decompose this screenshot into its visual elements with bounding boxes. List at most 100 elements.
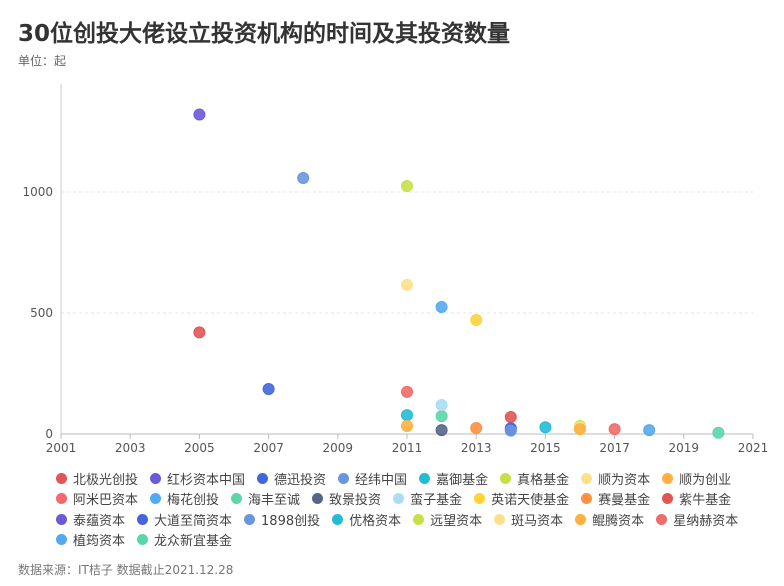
legend-item[interactable]: 优格资本 (332, 509, 401, 530)
legend-item[interactable]: 德迅投资 (257, 468, 326, 489)
legend-item[interactable]: 经纬中国 (338, 468, 407, 489)
x-tick-label: 2017 (599, 441, 630, 455)
legend-dot-icon (244, 513, 256, 525)
legend-item[interactable]: 斑马资本 (494, 509, 563, 530)
x-tick-label: 2013 (461, 441, 492, 455)
legend-item[interactable]: 海丰至诚 (231, 489, 300, 510)
data-point (401, 409, 413, 422)
chart-title: 30位创投大佬设立投资机构的时间及其投资数量 (18, 21, 511, 47)
legend-dot-icon (56, 472, 67, 484)
data-point (504, 424, 517, 437)
legend-item[interactable]: 1898创投 (244, 509, 320, 530)
data-point (193, 108, 206, 121)
legend-item[interactable]: 致景投资 (312, 489, 381, 510)
legend-item[interactable]: 顺为资本 (581, 468, 650, 489)
legend-label: 赛曼基金 (598, 493, 651, 509)
legend-label: 远望资本 (430, 513, 483, 529)
legend-label: 英诺天使基金 (491, 493, 570, 509)
legend-item[interactable]: 大道至简资本 (137, 509, 232, 530)
x-tick-label: 2015 (530, 441, 561, 455)
data-point (297, 171, 310, 184)
legend-item[interactable]: 梅花创投 (150, 489, 219, 510)
data-point (435, 300, 448, 313)
legend-item[interactable]: 泰蕴资本 (56, 509, 125, 530)
legend: 北极光创投 红杉资本中国 德迅投资 经纬中国 嘉御基金 真格基金 顺为资本 顺为创业阿米巴资本… (56, 468, 776, 550)
legend-label: 北极光创投 (73, 472, 139, 488)
legend-dot-icon (413, 513, 425, 525)
legend-label: 德迅投资 (274, 472, 327, 488)
legend-dot-icon (656, 513, 668, 525)
data-point (504, 411, 517, 424)
data-point (643, 424, 656, 437)
legend-label: 嘉御基金 (436, 472, 489, 488)
x-tick-label: 2011 (392, 441, 423, 455)
data-point (435, 410, 448, 423)
legend-label: 致景投资 (329, 493, 382, 509)
legend-label: 植筠资本 (73, 534, 126, 550)
legend-dot-icon (662, 472, 674, 484)
legend-item[interactable]: 红杉资本中国 (150, 468, 245, 489)
data-point (608, 423, 621, 436)
legend-dot-icon (150, 472, 162, 484)
legend-item[interactable]: 顺为创业 (662, 468, 731, 489)
data-point (435, 398, 448, 411)
legend-dot-icon (474, 493, 486, 505)
legend-dot-icon (56, 493, 67, 505)
legend-item[interactable]: 嘉御基金 (419, 468, 488, 489)
legend-label: 紫牛基金 (679, 493, 732, 509)
legend-item[interactable]: 鲲腾资本 (575, 509, 644, 530)
legend-dot-icon (257, 472, 269, 484)
legend-item[interactable]: 赛曼基金 (581, 489, 650, 510)
legend-item[interactable]: 龙众新宜基金 (137, 530, 232, 551)
legend-dot-icon (500, 472, 512, 484)
data-point (401, 420, 413, 433)
legend-item[interactable]: 真格基金 (500, 468, 569, 489)
legend-label: 阿米巴资本 (73, 493, 139, 509)
data-point (401, 179, 413, 192)
x-tick-label: 2021 (738, 441, 769, 455)
legend-dot-icon (581, 493, 593, 505)
legend-dot-icon (662, 493, 674, 505)
source-note: 数据来源：IT桔子 数据截止2021.12.28 (18, 563, 234, 577)
legend-label: 鲲腾资本 (592, 513, 645, 529)
legend-item[interactable]: 蛮子基金 (393, 489, 462, 510)
legend-item[interactable]: 远望资本 (413, 509, 482, 530)
x-tick-label: 2007 (253, 441, 284, 455)
y-tick-label: 0 (45, 427, 53, 441)
legend-label: 斑马资本 (511, 513, 564, 529)
legend-label: 红杉资本中国 (167, 472, 246, 488)
legend-dot-icon (312, 493, 324, 505)
legend-item[interactable]: 紫牛基金 (662, 489, 731, 510)
legend-item[interactable]: 植筠资本 (56, 530, 125, 551)
legend-item[interactable]: 英诺天使基金 (474, 489, 569, 510)
legend-label: 海丰至诚 (248, 493, 301, 509)
legend-label: 大道至简资本 (154, 513, 233, 529)
legend-dot-icon (137, 513, 149, 525)
legend-dot-icon (56, 513, 67, 525)
legend-dot-icon (575, 513, 587, 525)
data-point (435, 424, 448, 437)
legend-label: 顺为资本 (598, 472, 651, 488)
x-tick-label: 2019 (669, 441, 700, 455)
legend-item[interactable]: 阿米巴资本 (56, 489, 138, 510)
x-tick-label: 2001 (46, 441, 77, 455)
data-point (539, 421, 552, 434)
data-point (262, 382, 275, 395)
legend-label: 顺为创业 (679, 472, 732, 488)
data-point (193, 326, 206, 339)
legend-dot-icon (581, 472, 593, 484)
legend-item[interactable]: 星纳赫资本 (656, 509, 738, 530)
legend-label: 泰蕴资本 (73, 513, 126, 529)
data-point (470, 421, 483, 434)
y-tick-label: 500 (30, 306, 53, 320)
unit-label: 单位：起 (18, 54, 67, 68)
legend-label: 真格基金 (517, 472, 570, 488)
legend-dot-icon (56, 534, 67, 546)
legend-label: 1898创投 (261, 513, 321, 529)
legend-label: 梅花创投 (167, 493, 220, 509)
legend-item[interactable]: 北极光创投 (56, 468, 138, 489)
legend-label: 星纳赫资本 (673, 513, 739, 529)
data-point (574, 423, 586, 436)
legend-label: 龙众新宜基金 (154, 534, 233, 550)
